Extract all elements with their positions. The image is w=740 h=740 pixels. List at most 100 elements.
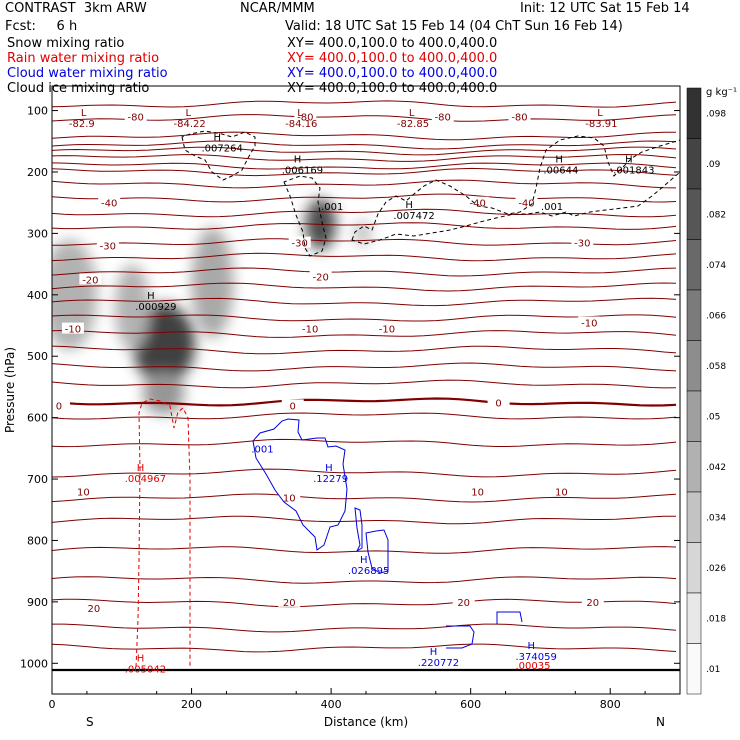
isotherm-label-bg	[72, 485, 95, 497]
header-valid: Valid: 18 UTC Sat 15 Feb 14 (04 ChT Sun …	[285, 19, 623, 34]
isotherm-line	[52, 468, 677, 478]
isotherm-line	[52, 412, 677, 420]
colorbar-swatch	[686, 491, 702, 543]
isotherm-label-bg	[294, 110, 317, 122]
extremum-value: -83.91	[585, 119, 617, 130]
extremum-value: .374059	[515, 652, 556, 663]
isotherm-label: -30	[292, 239, 308, 250]
extremum-value: .005042	[125, 664, 166, 675]
field-cloudice-xy: XY= 400.0,100.0 to 400.0,400.0	[287, 81, 498, 96]
isotherm-label-bg	[288, 236, 311, 248]
header-title: CONTRAST 3km ARW	[5, 1, 147, 16]
isotherm-label: 20	[87, 604, 100, 615]
colorbar-swatch	[686, 188, 702, 240]
extremum-value: .00035	[515, 661, 550, 672]
colorbar: .01 .018 .026 .034 .042 .05 .058 .066 .074 .082 .0…	[686, 87, 726, 695]
field-rain-name: Rain water mixing ratio	[7, 51, 160, 66]
isotherm-label: -20	[312, 272, 328, 283]
field-cloudwater-name: Cloud water mixing ratio	[7, 66, 168, 81]
isotherm-line	[52, 282, 677, 292]
colorbar-swatch	[686, 643, 702, 695]
header-init: Init: 12 UTC Sat 15 Feb 14	[520, 1, 690, 16]
extremum-marker: L	[186, 108, 192, 119]
colorbar-label: .01	[706, 665, 720, 675]
colorbar-swatch	[686, 87, 702, 139]
y-axis-label: Pressure (hPa)	[3, 347, 17, 433]
cloud-water-contour	[354, 507, 363, 553]
colorbar-label: .058	[706, 362, 726, 372]
isotherm-label: -40	[101, 199, 117, 210]
isotherm-line	[52, 493, 677, 503]
extremum-marker: H	[147, 291, 155, 302]
isotherm-label: 0	[495, 398, 501, 409]
x-axis: 0 200 400 600 800	[49, 688, 646, 711]
isotherm-line	[52, 576, 677, 584]
colorbar-label: .026	[706, 564, 726, 574]
isotherm-line	[52, 379, 677, 389]
isotherm-label-bg	[82, 602, 105, 614]
colorbar-label: .074	[706, 261, 726, 271]
isotherm-label-bg	[466, 485, 489, 497]
colorbar-swatch	[686, 138, 702, 190]
colorbar-swatch	[686, 542, 702, 594]
y-tick-label: 100	[27, 105, 48, 118]
isotherm-label: 20	[586, 598, 599, 609]
isotherm-label-bg	[96, 239, 119, 251]
isotherm-label: 10	[555, 487, 568, 498]
extremum-marker: H	[405, 200, 413, 211]
extremum-value: .006169	[282, 166, 323, 177]
isotherm-label-bg	[278, 491, 301, 503]
cloud-ice-contour	[351, 135, 680, 245]
isotherm-line	[52, 267, 677, 277]
extremum-marker: H	[325, 463, 333, 474]
colorbar-swatch	[686, 289, 702, 341]
field-snow-name: Snow mixing ratio	[7, 36, 125, 51]
header-fcst: Fcst: 6 h	[5, 19, 78, 34]
isotherm-line	[52, 329, 677, 338]
isotherm-label-bg	[431, 110, 454, 122]
extremum-value: .004967	[125, 474, 166, 485]
isotherm-label-bg	[278, 595, 301, 607]
isotherm-label: 10	[471, 487, 484, 498]
extremum-marker: H	[360, 555, 368, 566]
isotherm-label: 0	[56, 401, 62, 412]
isotherm-label: -30	[100, 242, 116, 253]
isotherm-label: -40	[518, 199, 534, 210]
isotherm-line	[52, 100, 677, 108]
isotherm-line	[52, 623, 677, 633]
isotherm-line	[52, 208, 677, 218]
isotherm-label-bg	[299, 322, 322, 334]
colorbar-swatch	[686, 592, 702, 644]
isotherm-label: -80	[511, 113, 527, 124]
isotherm-line	[52, 193, 677, 203]
x-axis-north-label: N	[656, 715, 665, 729]
field-cloudwater-xy: XY= 400.0,100.0 to 400.0,400.0	[287, 66, 498, 81]
colorbar-label: .042	[706, 463, 726, 473]
extremum-marker: H	[527, 641, 535, 652]
y-tick-label: 900	[27, 596, 48, 609]
isotherm-label-bg	[452, 595, 475, 607]
isotherm-label-bg	[309, 270, 332, 282]
isotherm-label: -20	[82, 275, 98, 286]
extremum-value: -84.16	[285, 119, 317, 130]
isotherm-label-bg	[52, 399, 70, 411]
isotherm-label: -30	[574, 239, 590, 250]
y-tick-label: 700	[27, 473, 48, 486]
isotherm-line	[52, 114, 677, 122]
colorbar-label: .066	[706, 311, 726, 321]
colorbar-swatch	[686, 441, 702, 493]
cloud-water-contour	[496, 611, 523, 624]
extremum-marker: H	[137, 463, 145, 474]
isotherm-line	[52, 438, 677, 448]
isotherm-label-bg	[124, 110, 147, 122]
cloud-water-contour	[446, 625, 475, 649]
extremum-value: .000929	[135, 302, 176, 313]
y-tick-label: 300	[27, 227, 48, 240]
colorbar-unit: g kg⁻¹	[706, 87, 737, 98]
field-cloudice-name: Cloud ice mixing ratio	[7, 81, 150, 96]
extremum-value: -82.85	[397, 119, 429, 130]
colorbar-label: .034	[706, 513, 726, 523]
isotherm-label: 20	[457, 598, 470, 609]
isotherm-line	[52, 222, 677, 230]
